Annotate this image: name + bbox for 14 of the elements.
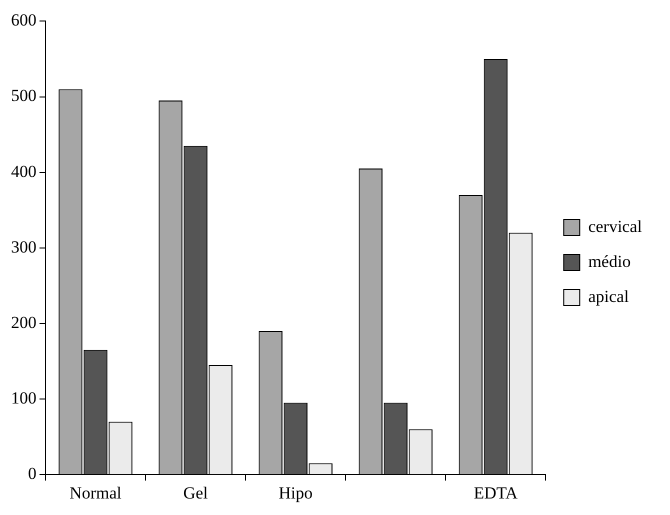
x-tick-label: EDTA <box>474 483 518 502</box>
y-tick-label: 500 <box>11 86 36 106</box>
legend-label: apical <box>588 286 630 306</box>
x-tick-label: Hipo <box>278 483 313 502</box>
x-tick-label: Gel <box>183 483 208 502</box>
x-tick-label: Normal <box>70 483 122 502</box>
y-tick-label: 400 <box>11 162 36 181</box>
legend-label: cervical <box>588 216 642 236</box>
y-tick-label: 300 <box>11 237 36 256</box>
legend-label: médio <box>588 252 631 271</box>
y-tick-label: 0 <box>28 464 36 484</box>
y-tick-label: 600 <box>11 10 36 30</box>
y-tick-label: 200 <box>11 312 36 332</box>
y-tick-label: 100 <box>11 388 36 408</box>
